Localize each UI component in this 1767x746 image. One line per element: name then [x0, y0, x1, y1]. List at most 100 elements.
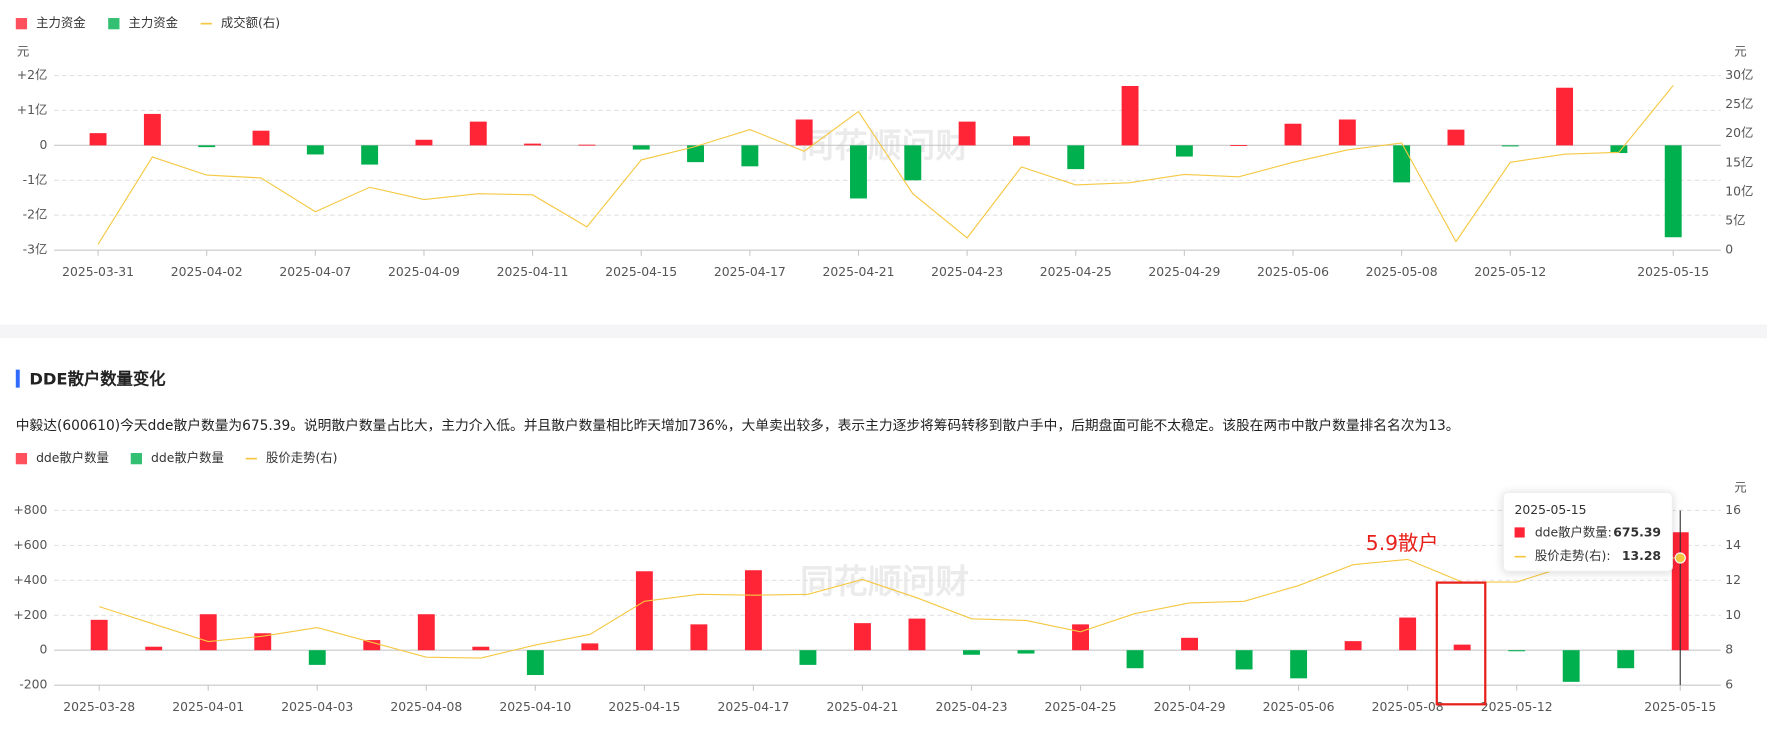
- legend-swatch: [130, 453, 143, 465]
- bar: [1126, 650, 1144, 669]
- y2-tick-label: 0: [1725, 242, 1733, 257]
- bar: [690, 624, 708, 651]
- bar: [526, 650, 544, 676]
- x-tick-label: 2025-04-11: [497, 264, 569, 279]
- bar: [908, 618, 926, 651]
- bar: [1230, 145, 1248, 146]
- bar: [252, 130, 270, 146]
- y-tick-label: +200: [13, 607, 47, 622]
- bar: [306, 145, 324, 155]
- y-tick-label: 0: [39, 642, 47, 657]
- x-tick-label: 2025-04-17: [714, 264, 786, 279]
- section-marker: [15, 369, 20, 388]
- y2-tick-label: 10亿: [1725, 183, 1753, 198]
- y-axis-unit: 元: [17, 43, 29, 58]
- y-tick-label: -2亿: [23, 207, 48, 222]
- tooltip-value: 13.28: [1622, 548, 1661, 563]
- x-tick-label: 2025-04-15: [605, 264, 677, 279]
- legend-swatch: [15, 453, 28, 465]
- bar: [963, 650, 980, 655]
- bar: [1067, 145, 1085, 170]
- legend-label: dde散户数量: [36, 450, 109, 465]
- bar: [853, 623, 871, 651]
- bar: [850, 145, 867, 199]
- bar: [143, 113, 161, 146]
- bar: [687, 145, 704, 163]
- bar: [469, 121, 487, 146]
- x-tick-label: 2025-04-21: [823, 264, 895, 279]
- x-tick-label: 2025-03-28: [63, 699, 135, 714]
- bar: [1447, 129, 1465, 146]
- x-tick-label: 2025-04-25: [1040, 264, 1112, 279]
- legend-label: 主力资金: [36, 15, 86, 30]
- legend-label: 成交额(右): [221, 15, 280, 30]
- tooltip-value: 675.39: [1613, 525, 1661, 540]
- y-tick-label: -3亿: [23, 242, 48, 257]
- bar: [904, 145, 922, 181]
- x-tick-label: 2025-04-23: [931, 264, 1003, 279]
- x-tick-label: 2025-05-15: [1644, 699, 1716, 714]
- x-tick-label: 2025-04-25: [1045, 699, 1117, 714]
- y2-axis-unit: 元: [1734, 479, 1746, 494]
- legend-label: 主力资金: [128, 15, 178, 30]
- x-tick-label: 2025-04-01: [172, 699, 244, 714]
- y-tick-label: +800: [13, 502, 47, 517]
- bar: [1072, 624, 1089, 651]
- bar: [1562, 650, 1580, 682]
- bar: [1181, 637, 1199, 651]
- y-tick-label: -1亿: [23, 172, 48, 187]
- bar: [361, 145, 379, 165]
- x-tick-label: 2025-05-08: [1366, 264, 1438, 279]
- y2-tick-label: 6: [1725, 677, 1733, 692]
- y-tick-label: +2亿: [17, 67, 48, 82]
- x-tick-label: 2025-04-29: [1148, 264, 1220, 279]
- y-tick-label: +1亿: [17, 102, 48, 117]
- bar: [524, 143, 542, 146]
- separator: [0, 324, 1767, 339]
- bar: [1508, 650, 1526, 652]
- annotation: 5.9散户: [1366, 531, 1439, 555]
- bar: [89, 133, 107, 146]
- bar: [1284, 123, 1302, 146]
- charts: -3亿 -2亿 -1亿 0 +1亿 +2亿 0 5亿 10亿 15亿 20亿 25亿 30亿 2025-0…: [13, 15, 1753, 714]
- bar: [199, 614, 217, 651]
- highlight-box: [1435, 581, 1487, 706]
- x-tick-label: 2025-04-08: [390, 699, 462, 714]
- tooltip-box: [1502, 491, 1673, 572]
- x-tick-label: 2025-05-12: [1474, 264, 1546, 279]
- bar: [1344, 641, 1362, 651]
- bar: [1610, 145, 1628, 154]
- y2-tick-label: 10: [1725, 607, 1741, 622]
- bar: [744, 570, 762, 651]
- x-tick-label: 2025-05-15: [1637, 264, 1709, 279]
- y-tick-label: +400: [13, 572, 47, 587]
- y2-tick-label: 25亿: [1725, 96, 1753, 111]
- bar: [795, 119, 813, 146]
- bar: [308, 650, 326, 665]
- y2-tick-label: 8: [1725, 642, 1733, 657]
- bar: [415, 139, 433, 146]
- description: 中毅达(600610)今天dde散户数量为675.39。说明散户数量占比大，主力…: [16, 417, 1460, 434]
- bar: [254, 633, 272, 651]
- x-tick-label: 2025-04-09: [388, 264, 460, 279]
- x-tick-label: 2025-05-08: [1372, 699, 1444, 714]
- bar: [632, 145, 650, 150]
- bar: [363, 640, 381, 651]
- x-tick-label: 2025-04-17: [717, 699, 789, 714]
- bar: [198, 145, 216, 148]
- bar: [1399, 617, 1417, 651]
- y2-axis-unit: 元: [1734, 43, 1746, 58]
- line: [99, 557, 1681, 659]
- line: [97, 85, 1674, 245]
- bar: [1175, 145, 1193, 157]
- x-tick-label: 2025-05-12: [1481, 699, 1553, 714]
- bar: [958, 121, 976, 146]
- tooltip-label: 股价走势(右):: [1535, 548, 1611, 563]
- bar: [1617, 650, 1635, 669]
- bar: [1290, 650, 1308, 679]
- y2-tick-label: 12: [1725, 572, 1741, 587]
- x-tick-label: 2025-04-03: [281, 699, 353, 714]
- bar: [1121, 85, 1139, 146]
